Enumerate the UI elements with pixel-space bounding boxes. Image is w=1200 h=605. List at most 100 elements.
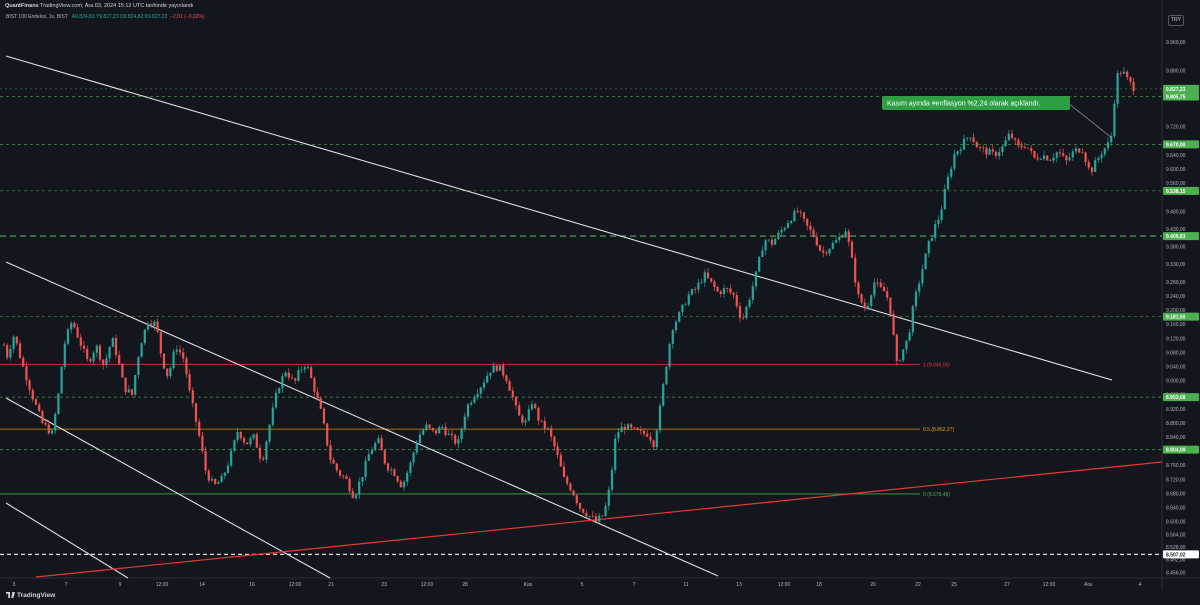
candle-body bbox=[668, 343, 671, 367]
candle-body bbox=[300, 369, 303, 371]
y-tick-label: 9.240,00 bbox=[1166, 294, 1186, 300]
candle-body bbox=[1132, 81, 1135, 92]
candle-body bbox=[786, 223, 790, 228]
x-tick-label: 12:00 bbox=[421, 582, 434, 588]
candle-body bbox=[658, 405, 662, 431]
candle-body bbox=[559, 454, 562, 467]
candle-body bbox=[399, 481, 402, 488]
candle-body bbox=[754, 271, 758, 287]
x-tick-label: 9 bbox=[119, 582, 122, 588]
candle-body bbox=[15, 336, 18, 344]
candle-body bbox=[534, 404, 537, 408]
candle-body bbox=[194, 403, 198, 422]
y-tick-label: 9.560,00 bbox=[1166, 181, 1186, 187]
candle-body bbox=[377, 438, 380, 444]
candle-body bbox=[562, 466, 566, 478]
candle-body bbox=[18, 343, 22, 358]
candle-body bbox=[604, 505, 607, 517]
candle-body bbox=[1113, 103, 1116, 137]
candle-body bbox=[268, 424, 271, 442]
y-tick-label: 9.200,00 bbox=[1166, 308, 1186, 314]
candle-body bbox=[876, 282, 879, 284]
candle-body bbox=[1100, 154, 1103, 158]
candle-body bbox=[1103, 148, 1106, 155]
brand-label: TradingView bbox=[17, 592, 56, 599]
candle-body bbox=[364, 460, 367, 478]
candles bbox=[2, 67, 1135, 523]
x-tick-label: 16 bbox=[249, 582, 255, 588]
candle-body bbox=[505, 375, 508, 382]
candle-body bbox=[444, 426, 447, 435]
candle-body bbox=[25, 366, 28, 381]
candle-body bbox=[639, 430, 642, 431]
candle-body bbox=[73, 323, 76, 328]
currency-badge[interactable]: TRY bbox=[1168, 15, 1184, 26]
candle-body bbox=[182, 352, 185, 359]
candle-body bbox=[198, 421, 201, 436]
price-label-box bbox=[1163, 140, 1199, 149]
candle-body bbox=[1023, 147, 1026, 149]
candle-body bbox=[665, 366, 668, 385]
y-tick-label: 8.456,00 bbox=[1166, 570, 1186, 576]
candle-body bbox=[617, 432, 620, 439]
candle-body bbox=[332, 460, 335, 464]
candle-body bbox=[162, 353, 166, 369]
candle-body bbox=[239, 431, 242, 439]
candle-body bbox=[322, 408, 326, 424]
candle-body bbox=[233, 440, 236, 451]
symbol-name: BIST 100 Endeksi, 1s, BIST bbox=[6, 14, 68, 20]
candle-body bbox=[434, 430, 438, 434]
candle-body bbox=[818, 245, 822, 251]
candle-body bbox=[172, 351, 175, 368]
candle-body bbox=[966, 137, 969, 139]
candle-body bbox=[918, 283, 921, 292]
candle-body bbox=[1010, 133, 1014, 139]
candle-body bbox=[582, 508, 585, 513]
candle-body bbox=[822, 250, 825, 253]
y-tick-label: 8.720,00 bbox=[1166, 477, 1186, 483]
candle-body bbox=[828, 248, 831, 254]
candle-body bbox=[601, 515, 604, 517]
candle-body bbox=[652, 440, 655, 448]
candle-body bbox=[38, 404, 41, 412]
candle-body bbox=[12, 336, 15, 350]
x-tick-label: 11 bbox=[683, 582, 688, 588]
tradingview-logo[interactable]: TradingView bbox=[6, 592, 55, 599]
candle-body bbox=[530, 404, 534, 410]
candle-body bbox=[89, 358, 92, 362]
candle-body bbox=[124, 377, 127, 393]
candle-body bbox=[831, 242, 834, 249]
candle-body bbox=[466, 404, 470, 417]
candle-body bbox=[1090, 167, 1094, 172]
candle-body bbox=[674, 321, 678, 331]
candle-body bbox=[927, 240, 930, 254]
candle-body bbox=[441, 426, 444, 428]
candle-body bbox=[527, 409, 530, 421]
annotation-box bbox=[882, 96, 1070, 110]
candle-body bbox=[50, 430, 54, 434]
candle-body bbox=[98, 345, 102, 360]
candle-body bbox=[409, 462, 412, 473]
candle-body bbox=[402, 481, 406, 488]
x-tick-label: 7 bbox=[633, 582, 636, 588]
candle-body bbox=[1110, 136, 1113, 143]
candle-body bbox=[1058, 152, 1062, 154]
candle-body bbox=[492, 365, 495, 373]
candle-body bbox=[1065, 155, 1068, 161]
candle-body bbox=[127, 389, 130, 393]
x-tick-label: 12:00 bbox=[289, 582, 302, 588]
y-tick-label: 9.120,00 bbox=[1166, 336, 1186, 342]
candle-body bbox=[150, 323, 153, 326]
y-tick-label: 9.040,00 bbox=[1166, 364, 1186, 370]
x-tick-label: 4 bbox=[1139, 582, 1142, 588]
candle-body bbox=[278, 388, 281, 393]
candle-body bbox=[854, 257, 857, 283]
y-tick-label: 9.380,00 bbox=[1166, 245, 1186, 251]
candle-body bbox=[383, 450, 386, 464]
candle-body bbox=[22, 357, 25, 367]
candle-body bbox=[188, 374, 191, 391]
candle-body bbox=[271, 407, 274, 425]
candle-body bbox=[108, 346, 111, 359]
chart-header: QuantFinans TradingView.com, Ara 03, 202… bbox=[0, 0, 1200, 26]
